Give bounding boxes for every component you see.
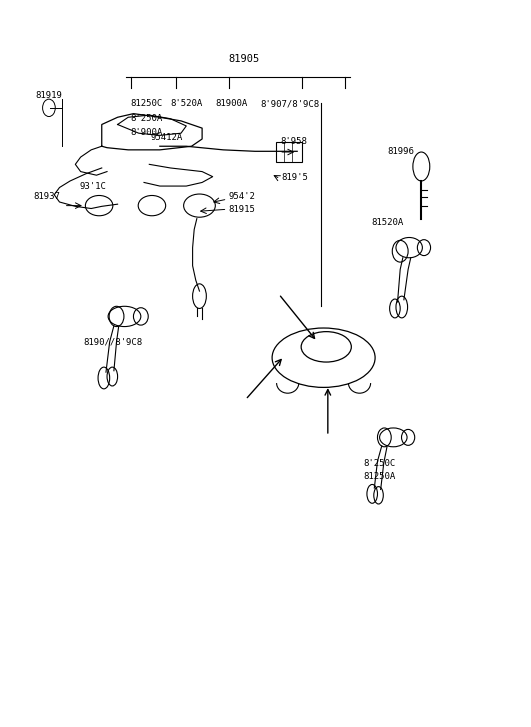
Text: 81919: 81919 [36, 91, 63, 100]
Text: 93'1C: 93'1C [80, 182, 106, 190]
Text: 81250A: 81250A [363, 472, 396, 481]
Text: 95412A: 95412A [151, 133, 183, 142]
Text: 8'250A: 8'250A [131, 113, 163, 123]
Text: 81900A: 81900A [215, 99, 247, 108]
Text: 81937: 81937 [33, 193, 60, 201]
Text: 81905: 81905 [229, 55, 260, 65]
Text: 81250C: 81250C [131, 99, 163, 108]
Text: 8'958: 8'958 [280, 137, 307, 146]
Bar [276, 142, 303, 162]
Text: 8190//8'9C8: 8190//8'9C8 [83, 337, 142, 346]
Text: 954'2: 954'2 [228, 193, 255, 201]
Text: 8'907/8'9C8: 8'907/8'9C8 [260, 99, 319, 108]
Text: 8'520A: 8'520A [170, 99, 203, 108]
Text: 81915: 81915 [228, 206, 255, 214]
Text: 819'5: 819'5 [281, 173, 308, 182]
Text: 81520A: 81520A [371, 218, 404, 227]
Text: 81996: 81996 [387, 147, 414, 156]
Text: 8'900A: 8'900A [131, 128, 163, 137]
Text: 8'250C: 8'250C [363, 459, 396, 468]
